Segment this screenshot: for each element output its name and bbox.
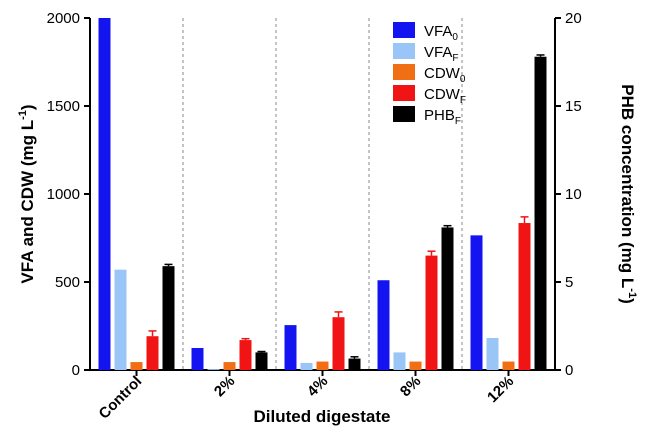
right-tick-label: 10 [565,186,582,203]
y-axis-title-left-sup: -1 [17,110,29,120]
legend-swatch [393,43,415,59]
bar-cdw-f [146,336,159,370]
legend-label: VFAF [424,44,458,64]
legend-label: VFA0 [424,23,458,43]
bar-cdw-0 [409,361,422,370]
bar-vfa-f [486,337,499,370]
category-separators [182,18,463,370]
bar-cdw-0 [502,361,515,370]
legend-swatch [393,85,415,101]
legend-swatch [393,64,415,80]
plot-area: 0 500 1000 1500 2000 0 5 10 15 20 Control 2% 4% 8% 1… [47,10,582,423]
right-axis-ticks: 0 5 10 15 20 [555,10,582,379]
legend-swatch [393,22,415,38]
bars [98,18,547,370]
left-axis-ticks: 0 500 1000 1500 2000 [47,10,90,379]
y-axis-title-left: VFA and CDW (mg L-1) [17,104,37,283]
bar-phb-f [534,56,547,370]
left-tick-label: 1500 [47,98,80,115]
y-axis-title-right-sup: -1 [626,288,638,298]
x-tick-label: Control [96,373,146,423]
x-tick-label: 4% [304,373,331,400]
bar-vfa-f [300,362,313,370]
legend-label: CDWF [424,86,466,106]
legend-label: CDW0 [424,65,466,85]
bar-vfa-f [393,352,406,370]
bar-phb-f [255,352,268,370]
bar-cdw-f [425,255,438,370]
right-tick-label: 5 [565,274,573,291]
left-tick-label: 1000 [47,186,80,203]
bar-vfa-0 [377,280,390,370]
left-tick-label: 500 [55,274,80,291]
x-tick-label: 12% [484,373,517,406]
bar-vfa-0 [470,235,483,370]
right-tick-label: 0 [565,362,573,379]
bar-vfa-f [114,269,127,370]
right-tick-label: 20 [565,10,582,27]
bar-cdw-f [518,223,531,370]
bar-vfa-f [207,369,220,370]
bar-cdw-0 [130,362,143,370]
bar-cdw-f [332,317,345,370]
x-tick-label: 2% [211,373,238,400]
bar-vfa-0 [98,18,111,370]
x-axis-title: Diluted digestate [254,407,391,426]
bar-cdw-0 [223,362,236,370]
bar-vfa-0 [284,325,297,370]
y-axis-title-right-close: ) [618,298,637,304]
bar-phb-f [162,266,175,370]
legend-swatch [393,106,415,122]
right-tick-label: 15 [565,98,582,115]
y-axis-title-right: PHB concentration (mg L-1) [618,84,638,303]
y-axis-title-right-main: PHB concentration (mg L [618,84,637,288]
left-tick-label: 0 [72,362,80,379]
bar-cdw-f [239,340,252,370]
legend-label: PHBF [424,107,461,127]
left-tick-label: 2000 [47,10,80,27]
bar-phb-f [348,358,361,370]
bar-vfa-0 [191,348,204,370]
y-axis-title-left-main: VFA and CDW (mg L [18,120,37,284]
bar-cdw-0 [316,361,329,370]
bar-phb-f [441,227,454,370]
x-tick-label: 8% [397,373,424,400]
y-axis-title-left-close: ) [18,104,37,110]
